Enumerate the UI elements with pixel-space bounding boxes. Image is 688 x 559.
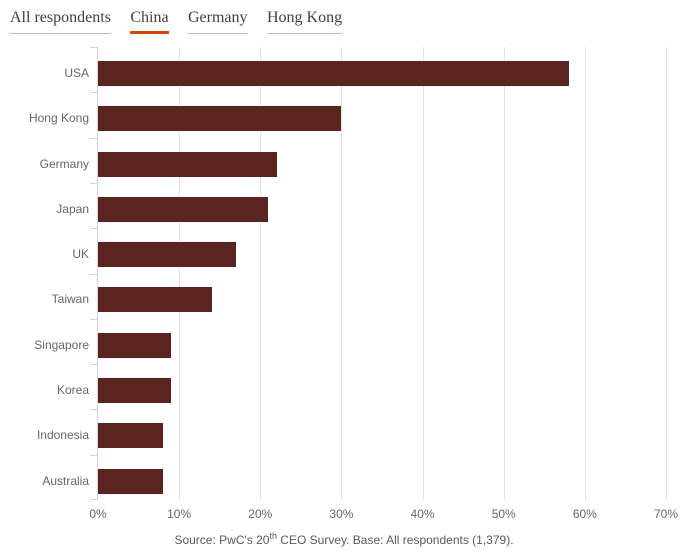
category-label: Indonesia	[36, 428, 89, 443]
source-suffix: CEO Survey. Base: All respondents (1,379…	[276, 533, 514, 547]
category-label: Germany	[39, 156, 89, 171]
bar-row: Australia	[42, 455, 666, 500]
bar-taiwan[interactable]	[98, 287, 212, 313]
y-axis-tick	[90, 319, 98, 320]
bar-row: Korea	[57, 364, 666, 409]
y-axis-tick	[90, 138, 98, 139]
category-label: Singapore	[34, 337, 89, 352]
bar-row: USA	[64, 47, 666, 92]
bar-row: UK	[72, 228, 666, 273]
x-tick-label: 60%	[572, 507, 597, 521]
y-axis-tick	[90, 274, 98, 275]
gridline	[260, 47, 262, 500]
tab-china[interactable]: China	[130, 9, 169, 34]
category-label: Korea	[56, 383, 89, 398]
tab-bar: All respondents China Germany Hong Kong	[10, 9, 357, 34]
tab-label: Germany	[188, 9, 248, 26]
category-label: UK	[72, 247, 89, 262]
bar-row: Japan	[56, 183, 666, 228]
category-label: Japan	[56, 201, 89, 216]
x-tick-label: 10%	[167, 507, 192, 521]
x-axis-labels: 0% 10% 20% 30% 40% 50% 60% 70%	[89, 500, 678, 524]
bar-singapore[interactable]	[98, 332, 172, 358]
tab-label: China	[130, 9, 169, 26]
category-label: Taiwan	[51, 292, 89, 307]
x-tick-label: 30%	[329, 507, 354, 521]
y-axis-tick	[90, 409, 98, 410]
category-label: Hong Kong	[28, 111, 89, 126]
bar-germany[interactable]	[98, 151, 277, 177]
tab-all-respondents[interactable]: All respondents	[10, 9, 111, 34]
bar-row: Indonesia	[37, 409, 666, 454]
gridline	[503, 47, 505, 500]
tab-label: Hong Kong	[266, 9, 343, 26]
gridline	[179, 47, 181, 500]
gridline	[422, 47, 424, 500]
gridline	[666, 47, 667, 500]
bar-row: Germany	[40, 138, 666, 183]
source-note: Source: PwC's 20th CEO Survey. Base: All…	[0, 531, 688, 547]
category-label: Australia	[42, 473, 89, 488]
y-axis-tick	[90, 183, 98, 184]
y-axis-tick	[90, 92, 98, 93]
bar-row: Hong Kong	[29, 92, 666, 137]
x-tick-label: 70%	[653, 507, 679, 521]
x-tick-label: 40%	[410, 507, 435, 521]
bar-row: Taiwan	[52, 273, 666, 318]
bar-row: Singapore	[34, 319, 666, 364]
y-axis-tick	[90, 228, 98, 229]
bar-chart-plot-area: USA Hong Kong Germany Japan UK Taiwan	[29, 47, 678, 521]
tab-label: All respondents	[10, 9, 111, 26]
bar-rows: USA Hong Kong Germany Japan UK Taiwan	[29, 47, 666, 500]
x-tick-label: 0%	[89, 507, 107, 521]
y-axis-tick	[90, 364, 98, 365]
bar-indonesia[interactable]	[98, 423, 163, 449]
x-tick-label: 20%	[248, 507, 273, 521]
source-prefix: Source: PwC's 20	[174, 533, 270, 547]
category-label: USA	[64, 66, 89, 80]
y-axis-tick	[90, 47, 98, 48]
gridline	[584, 47, 586, 500]
bar-korea[interactable]	[98, 378, 172, 404]
gridline	[341, 47, 343, 500]
y-axis-tick	[90, 499, 98, 500]
source-superscript: th	[269, 531, 277, 541]
bar-japan[interactable]	[98, 196, 269, 222]
tab-germany[interactable]: Germany	[188, 9, 248, 34]
bar-uk[interactable]	[98, 242, 236, 268]
y-axis-tick	[90, 455, 98, 456]
tab-hong-kong[interactable]: Hong Kong	[266, 9, 343, 34]
x-tick-label: 50%	[491, 507, 516, 521]
bar-australia[interactable]	[98, 468, 163, 494]
bar-usa[interactable]	[98, 61, 569, 86]
bar-hong-kong[interactable]	[98, 106, 342, 132]
